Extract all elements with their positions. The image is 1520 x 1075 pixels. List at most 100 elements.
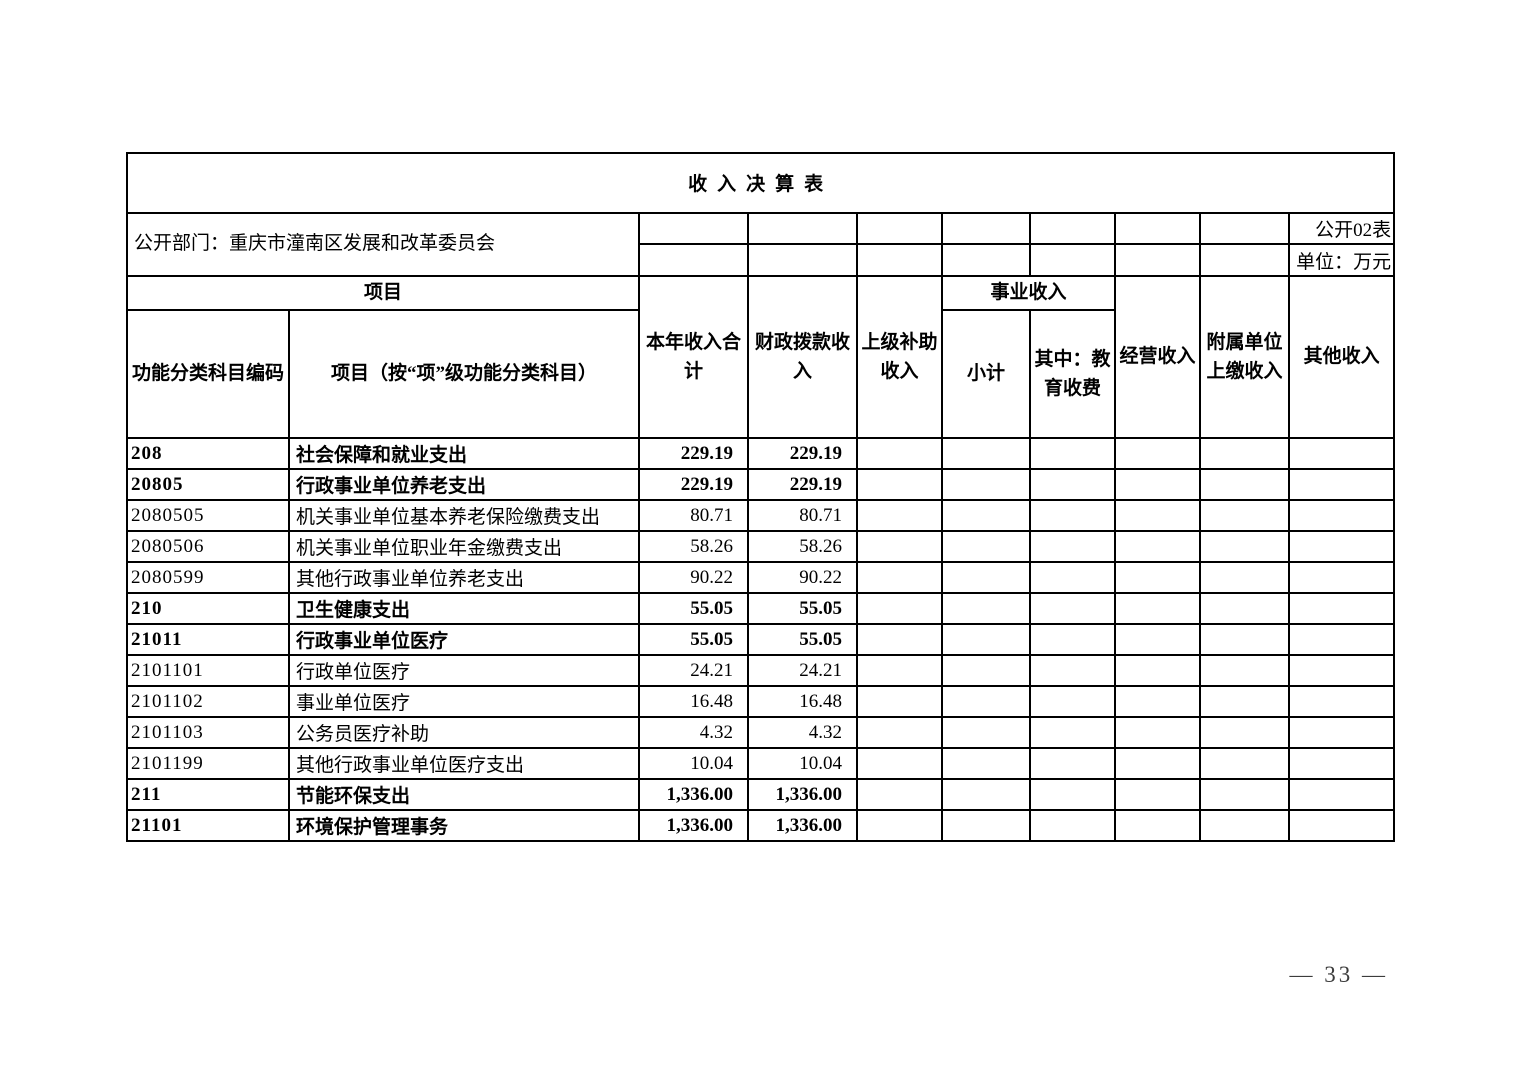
empty-cell xyxy=(1114,243,1201,277)
row-fiscal-value: 16.48 xyxy=(747,685,858,718)
empty-cell xyxy=(1114,212,1201,245)
empty-cell xyxy=(941,468,1031,501)
empty-cell xyxy=(1199,437,1290,470)
empty-cell xyxy=(1029,654,1116,687)
empty-cell xyxy=(1029,243,1116,277)
empty-cell xyxy=(1199,778,1290,811)
empty-cell xyxy=(941,623,1031,656)
row-fiscal-value: 4.32 xyxy=(747,716,858,749)
empty-cell xyxy=(1287,623,1396,656)
row-fiscal-value: 58.26 xyxy=(747,530,858,563)
table-row: 2101102 事业单位医疗 16.48 16.48 xyxy=(126,685,1396,718)
empty-cell xyxy=(1114,716,1201,749)
row-item-name: 事业单位医疗 xyxy=(288,685,640,718)
empty-cell xyxy=(1114,561,1201,594)
empty-cell xyxy=(1199,716,1290,749)
empty-cell xyxy=(1199,530,1290,563)
column-group-project: 项目 xyxy=(126,275,640,311)
empty-cell xyxy=(1199,561,1290,594)
empty-cell xyxy=(1199,685,1290,718)
page-number: — 33 — xyxy=(1289,962,1388,987)
empty-cell xyxy=(1287,716,1396,749)
row-code: 21011 xyxy=(126,623,290,656)
row-code: 2080505 xyxy=(126,499,290,532)
info-row-1: 公开部门：重庆市潼南区发展和改革委员会 公开02表 xyxy=(126,212,1396,277)
empty-cell xyxy=(941,778,1031,811)
unit-label: 单位：万元 xyxy=(1287,243,1396,277)
empty-cell xyxy=(941,747,1031,780)
empty-cell xyxy=(1114,778,1201,811)
empty-cell xyxy=(1114,530,1201,563)
table-row: 21101 环境保护管理事务 1,336.00 1,336.00 xyxy=(126,809,1396,842)
row-fiscal-value: 229.19 xyxy=(747,437,858,470)
row-code: 2080506 xyxy=(126,530,290,563)
empty-cell xyxy=(747,212,858,245)
header-row-columns: 功能分类科目编码 项目（按“项”级功能分类科目） 小计 其中：教育收费 xyxy=(126,309,1394,439)
row-code: 211 xyxy=(126,778,290,811)
row-fiscal-value: 1,336.00 xyxy=(747,778,858,811)
empty-cell xyxy=(1029,499,1116,532)
table-row: 21011 行政事业单位医疗 55.05 55.05 xyxy=(126,623,1396,656)
row-item-name: 环境保护管理事务 xyxy=(288,809,640,842)
row-fiscal-value: 55.05 xyxy=(747,623,858,656)
column-header-superior-subsidy: 上级补助收入 xyxy=(856,275,943,439)
row-total-value: 58.26 xyxy=(638,530,749,563)
row-item-name: 行政单位医疗 xyxy=(288,654,640,687)
row-total-value: 1,336.00 xyxy=(638,778,749,811)
column-header-function-code: 功能分类科目编码 xyxy=(126,309,290,439)
empty-cell xyxy=(1029,685,1116,718)
row-code: 2080599 xyxy=(126,561,290,594)
empty-cell xyxy=(856,747,943,780)
row-item-name: 公务员医疗补助 xyxy=(288,716,640,749)
empty-cell xyxy=(1029,592,1116,625)
empty-cell xyxy=(856,561,943,594)
row-item-name: 其他行政事业单位医疗支出 xyxy=(288,747,640,780)
empty-cell xyxy=(856,468,943,501)
table-row: 2101101 行政单位医疗 24.21 24.21 xyxy=(126,654,1396,687)
empty-cell xyxy=(856,437,943,470)
empty-cell xyxy=(1114,623,1201,656)
table-row: 2080505 机关事业单位基本养老保险缴费支出 80.71 80.71 xyxy=(126,499,1396,532)
empty-cell xyxy=(1029,809,1116,842)
empty-cell xyxy=(856,530,943,563)
row-code: 2101103 xyxy=(126,716,290,749)
row-fiscal-value: 80.71 xyxy=(747,499,858,532)
row-code: 2101199 xyxy=(126,747,290,780)
empty-cell xyxy=(1287,561,1396,594)
empty-cell xyxy=(941,499,1031,532)
empty-cell xyxy=(1114,499,1201,532)
row-item-name: 机关事业单位职业年金缴费支出 xyxy=(288,530,640,563)
table-row: 2101103 公务员医疗补助 4.32 4.32 xyxy=(126,716,1396,749)
empty-cell xyxy=(1029,212,1116,245)
column-header-education-fees: 其中：教育收费 xyxy=(1029,309,1116,439)
empty-cell xyxy=(1199,809,1290,842)
row-total-value: 1,336.00 xyxy=(638,809,749,842)
empty-cell xyxy=(1029,468,1116,501)
table-row: 2101199 其他行政事业单位医疗支出 10.04 10.04 xyxy=(126,747,1396,780)
table-code-label: 公开02表 xyxy=(1287,212,1396,245)
row-total-value: 24.21 xyxy=(638,654,749,687)
info-row-2: 单位：万元 xyxy=(127,243,1396,277)
department-label: 公开部门：重庆市潼南区发展和改革委员会 xyxy=(126,212,640,277)
row-item-name: 行政事业单位养老支出 xyxy=(288,468,640,501)
row-fiscal-value: 24.21 xyxy=(747,654,858,687)
empty-cell xyxy=(941,561,1031,594)
column-header-operating-income: 经营收入 xyxy=(1114,275,1201,439)
empty-cell xyxy=(856,809,943,842)
column-header-other-income: 其他收入 xyxy=(1287,275,1396,439)
empty-cell xyxy=(1287,468,1396,501)
empty-cell xyxy=(1114,685,1201,718)
row-code: 210 xyxy=(126,592,290,625)
empty-cell xyxy=(856,778,943,811)
row-item-name: 行政事业单位医疗 xyxy=(288,623,640,656)
page-title: 收入决算表 xyxy=(125,152,1396,214)
income-final-accounts-table: 收入决算表 公开部门：重庆市潼南区发展和改革委员会 公开02表 单位：万元 xyxy=(125,152,1396,842)
column-header-subtotal: 小计 xyxy=(941,309,1031,439)
empty-cell xyxy=(1287,530,1396,563)
row-total-value: 90.22 xyxy=(638,561,749,594)
empty-cell xyxy=(1287,592,1396,625)
column-header-total-income: 本年收入合计 xyxy=(638,275,749,439)
row-fiscal-value: 55.05 xyxy=(747,592,858,625)
row-code: 208 xyxy=(126,437,290,470)
header-row-groups: 项目 本年收入合计 财政拨款收入 上级补助收入 事业收入 经营收入 附属单位上缴… xyxy=(126,275,1396,439)
